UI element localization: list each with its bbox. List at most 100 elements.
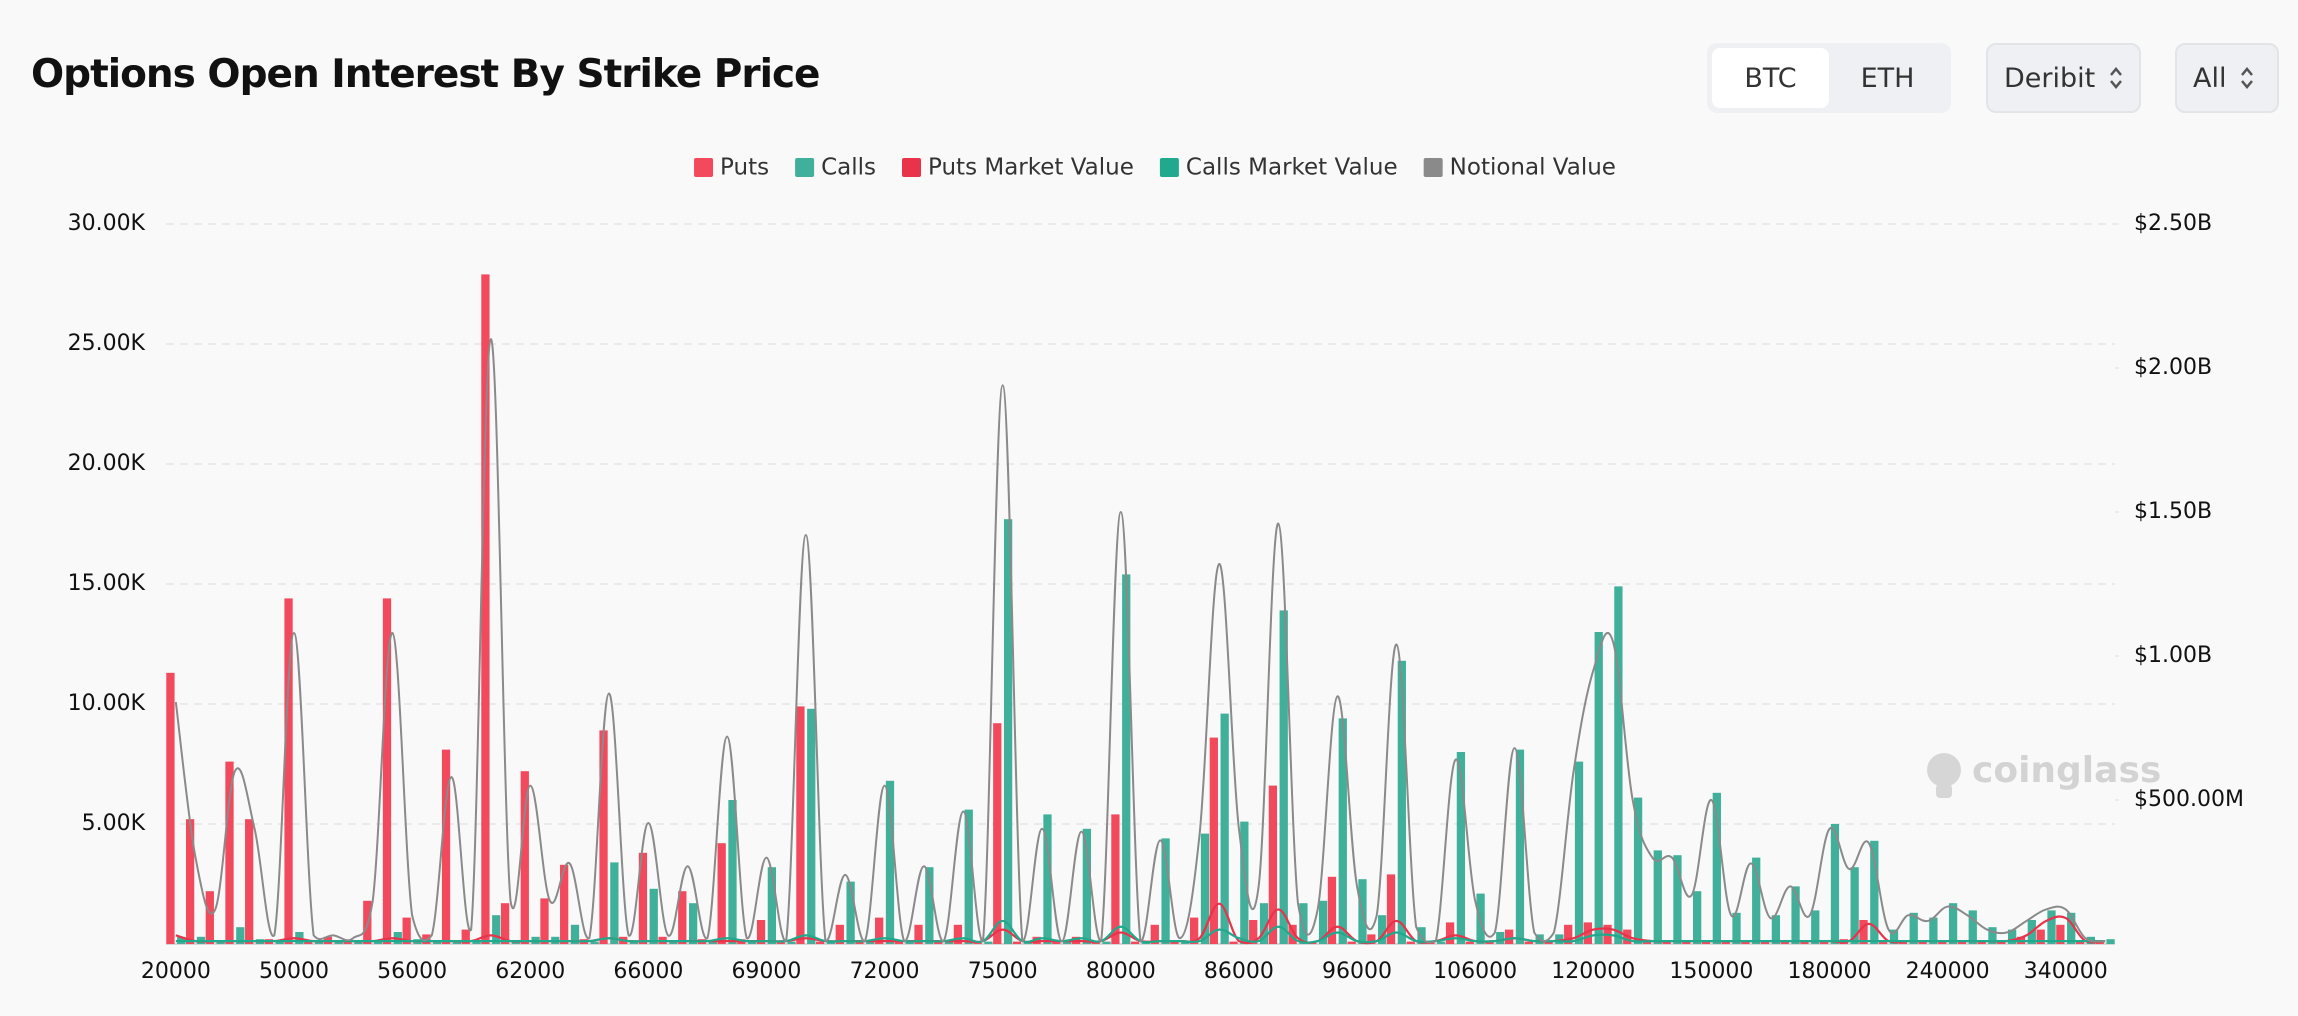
expiry-select[interactable]: All [2175, 43, 2279, 113]
bar [1209, 737, 1218, 944]
bar [472, 941, 481, 944]
bar [1288, 924, 1297, 944]
bar [894, 941, 903, 944]
tab[interactable]: ETH [1860, 62, 1915, 94]
bar [500, 903, 510, 944]
bar [807, 708, 816, 944]
x-tick-label: 106000 [1433, 959, 1517, 984]
bar [1465, 941, 1474, 944]
bar [1161, 838, 1170, 944]
bar [1003, 519, 1013, 944]
bar [717, 843, 726, 944]
bar [953, 924, 963, 944]
x-tick-label: 180000 [1788, 959, 1872, 984]
x-tick-label: 72000 [850, 959, 920, 984]
legend-label: Puts Market Value [928, 155, 1134, 181]
bar [1150, 924, 1159, 944]
tab[interactable]: BTC [1712, 48, 1829, 108]
bar [1771, 915, 1781, 944]
bar [2047, 910, 2056, 944]
y2-tick-label: $2.50B [2134, 211, 2212, 236]
bar [787, 941, 796, 944]
bar [776, 941, 785, 944]
select-icon [2110, 67, 2123, 89]
bar [1456, 752, 1466, 944]
bar [1929, 917, 1938, 944]
bar [1170, 941, 1179, 944]
bar [1752, 857, 1761, 944]
bar [1378, 915, 1387, 944]
bar [826, 941, 836, 944]
line [174, 338, 2106, 944]
x-tick-label: 96000 [1322, 959, 1392, 984]
bar [1515, 749, 1525, 944]
bar [815, 941, 825, 944]
bar [1052, 941, 1061, 944]
bar [433, 941, 442, 944]
bar [1181, 941, 1190, 944]
bar [2075, 941, 2085, 944]
bar [1682, 941, 1691, 944]
bar [511, 941, 521, 944]
bar [1918, 941, 1927, 944]
y2-tick-label: $2.00B [2134, 355, 2212, 380]
x-tick-label: 50000 [259, 959, 329, 984]
bar [1249, 920, 1258, 944]
bar [481, 274, 490, 944]
bar [1338, 718, 1347, 944]
legend-swatch [902, 158, 922, 177]
bar [185, 819, 195, 944]
bar [1318, 900, 1328, 944]
bar [492, 915, 501, 944]
bar [441, 749, 451, 944]
bar [629, 941, 639, 944]
bar [1614, 586, 1623, 944]
x-tick-label: 75000 [968, 959, 1038, 984]
y2-tick-label: $500.00M [2134, 787, 2244, 812]
y-tick-label: 20.00K [68, 451, 146, 476]
bar [1741, 941, 1750, 944]
x-tick-label: 150000 [1669, 959, 1753, 984]
bar [914, 924, 923, 944]
bar [1347, 941, 1356, 944]
bar [1898, 941, 1908, 944]
bar [1268, 785, 1278, 944]
bar [1485, 941, 1494, 944]
bar [1386, 874, 1396, 944]
select-label: All [2193, 62, 2227, 94]
bar-series [166, 274, 2104, 944]
bar [1367, 934, 1376, 944]
bar [1583, 922, 1593, 944]
bar [402, 917, 411, 944]
bar [1938, 941, 1947, 944]
bar [314, 941, 324, 944]
bar [688, 903, 698, 944]
y2-tick-label: $1.50B [2134, 499, 2212, 524]
bar [304, 941, 313, 944]
bar [1859, 920, 1868, 944]
bar [1397, 660, 1406, 944]
x-tick-label: 69000 [731, 959, 801, 984]
bar [1406, 941, 1415, 944]
bar [334, 941, 343, 944]
x-tick-label: 66000 [613, 959, 683, 984]
bar [1220, 713, 1229, 944]
bar [1111, 814, 1120, 944]
bar [866, 941, 875, 944]
bar [599, 730, 608, 944]
bar [1437, 941, 1446, 944]
bar [1662, 941, 1671, 944]
legend: Puts Calls Puts Market Value Calls Market V… [694, 155, 1616, 181]
bar [590, 941, 599, 944]
bar [1555, 934, 1564, 944]
bar [1870, 840, 1879, 944]
exchange-select[interactable]: Deribit [1986, 43, 2141, 113]
x-tick-label: 62000 [495, 959, 565, 984]
bar [1909, 912, 1918, 944]
bar [205, 891, 214, 944]
bar [748, 941, 757, 944]
bar [1701, 941, 1711, 944]
bar [1811, 910, 1820, 944]
bar [1879, 941, 1888, 944]
